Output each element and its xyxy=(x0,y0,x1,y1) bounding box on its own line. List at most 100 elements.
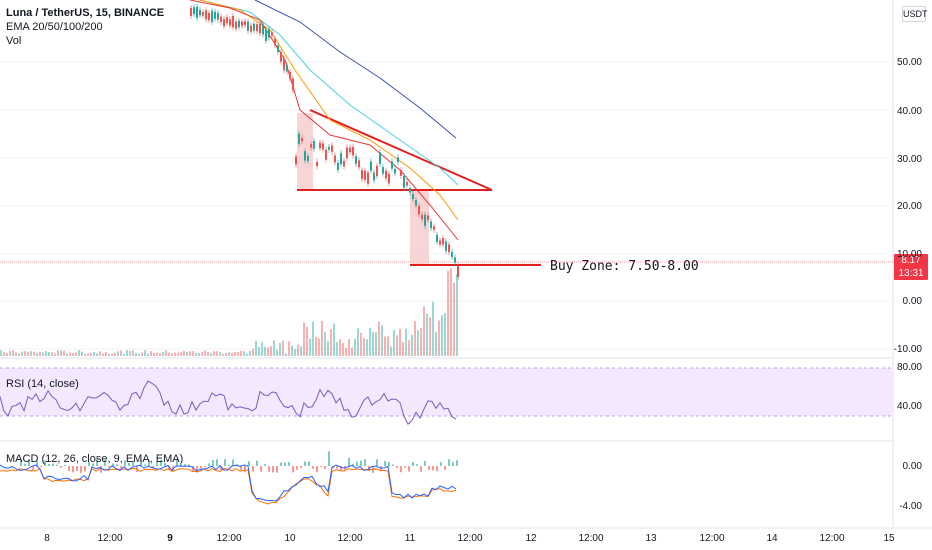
ema20-line xyxy=(189,0,459,241)
candle-body xyxy=(379,152,381,164)
candle-body xyxy=(394,169,396,174)
macd-histogram-bar xyxy=(268,466,270,472)
macd-histogram-bar xyxy=(20,460,22,466)
macd-histogram-bar xyxy=(288,461,290,466)
volume-bar xyxy=(150,351,152,356)
ema200-line xyxy=(254,0,457,139)
macd-histogram-bar xyxy=(244,466,246,473)
volume-bar xyxy=(423,306,425,356)
buy-zone-label[interactable]: Buy Zone: 7.50-8.00 xyxy=(550,259,699,274)
macd-pane-label[interactable]: MACD (12, 26, close, 9, EMA, EMA) xyxy=(6,453,184,465)
candle-body xyxy=(328,146,330,150)
volume-bar xyxy=(351,347,353,356)
macd-histogram-bar xyxy=(212,460,214,466)
macd-histogram-bar xyxy=(112,463,114,466)
macd-histogram-bar xyxy=(256,460,258,466)
volume-bar xyxy=(243,351,245,356)
volume-bar xyxy=(75,352,77,356)
candle-body xyxy=(217,12,219,20)
macd-histogram-bar xyxy=(164,462,166,466)
rsi-axis-label: 80.00 xyxy=(896,362,922,373)
candle-body xyxy=(352,147,354,156)
volume-bar xyxy=(411,334,413,356)
macd-histogram-bar xyxy=(72,466,74,473)
volume-bar xyxy=(396,335,398,356)
macd-histogram-bar xyxy=(412,462,414,466)
macd-histogram-bar xyxy=(176,459,178,466)
volume-bar xyxy=(36,352,38,356)
volume-bar xyxy=(318,338,320,356)
volume-bar xyxy=(30,351,32,356)
macd-histogram-bar xyxy=(428,466,430,470)
candle-body xyxy=(262,24,264,35)
candle-body xyxy=(241,21,243,26)
volume-indicator-label[interactable]: Vol xyxy=(6,35,22,47)
candle-body xyxy=(340,152,342,165)
volume-bar xyxy=(429,317,431,356)
candle-body xyxy=(205,10,207,20)
volume-bar xyxy=(360,332,362,356)
volume-bar xyxy=(447,270,449,356)
macd-histogram-bar xyxy=(324,466,326,470)
candle-body xyxy=(436,234,438,242)
volume-bar xyxy=(402,342,404,356)
candle-body xyxy=(289,71,291,79)
rsi-pane-label[interactable]: RSI (14, close) xyxy=(6,378,79,390)
volume-bar xyxy=(72,353,74,356)
volume-bar xyxy=(102,353,104,356)
volume-bar xyxy=(240,350,242,356)
candle-body xyxy=(199,9,201,16)
macd-histogram-bar xyxy=(124,460,126,466)
symbol-label[interactable]: Luna / TetherUS, 15, BINANCE xyxy=(6,7,165,19)
price-axis-label: 20.00 xyxy=(896,201,922,212)
volume-bar xyxy=(6,353,8,356)
time-axis-label: 9 xyxy=(167,533,173,544)
volume-bar xyxy=(372,331,374,356)
price-axis-label: 50.00 xyxy=(896,57,922,68)
volume-bar xyxy=(69,352,71,356)
volume-bar xyxy=(390,346,392,356)
candle-body xyxy=(211,10,213,23)
volume-bar xyxy=(120,350,122,356)
volume-bar xyxy=(426,313,428,356)
volume-bar xyxy=(39,351,41,356)
candle-body xyxy=(343,160,345,167)
candle-body xyxy=(304,151,306,161)
macd-histogram-bar xyxy=(308,461,310,466)
volume-bar xyxy=(51,352,53,356)
candle-body xyxy=(301,137,303,142)
volume-bar xyxy=(87,353,89,356)
macd-histogram-bar xyxy=(252,466,254,472)
volume-bar xyxy=(405,328,407,356)
macd-histogram-bar xyxy=(348,457,350,466)
volume-bar xyxy=(147,353,149,356)
candle-body xyxy=(427,215,429,221)
macd-histogram-bar xyxy=(116,464,118,466)
macd-histogram-bar xyxy=(52,463,54,466)
macd-histogram-bar xyxy=(300,466,302,469)
macd-histogram-bar xyxy=(304,461,306,466)
volume-bar xyxy=(393,330,395,356)
volume-bar xyxy=(42,352,44,356)
volume-bar xyxy=(339,339,341,356)
volume-bar xyxy=(9,351,11,356)
macd-histogram-bar xyxy=(292,466,294,473)
volume-bar xyxy=(180,352,182,356)
currency-button[interactable]: USDT xyxy=(902,6,928,22)
volume-bar xyxy=(21,351,23,356)
candle-body xyxy=(412,194,414,200)
candle-body xyxy=(226,17,228,24)
candle-body xyxy=(391,161,393,169)
candle-body xyxy=(376,165,378,177)
candle-body xyxy=(253,23,255,31)
volume-bar xyxy=(276,349,278,356)
volume-bar xyxy=(246,353,248,356)
volume-bar xyxy=(321,320,323,356)
volume-bar xyxy=(27,351,29,356)
volume-bar xyxy=(201,352,203,356)
time-axis-label: 10 xyxy=(284,533,296,544)
ema-indicator-label[interactable]: EMA 20/50/100/200 xyxy=(6,21,103,33)
time-axis-label: 12:00 xyxy=(216,533,242,544)
volume-bar xyxy=(225,352,227,356)
